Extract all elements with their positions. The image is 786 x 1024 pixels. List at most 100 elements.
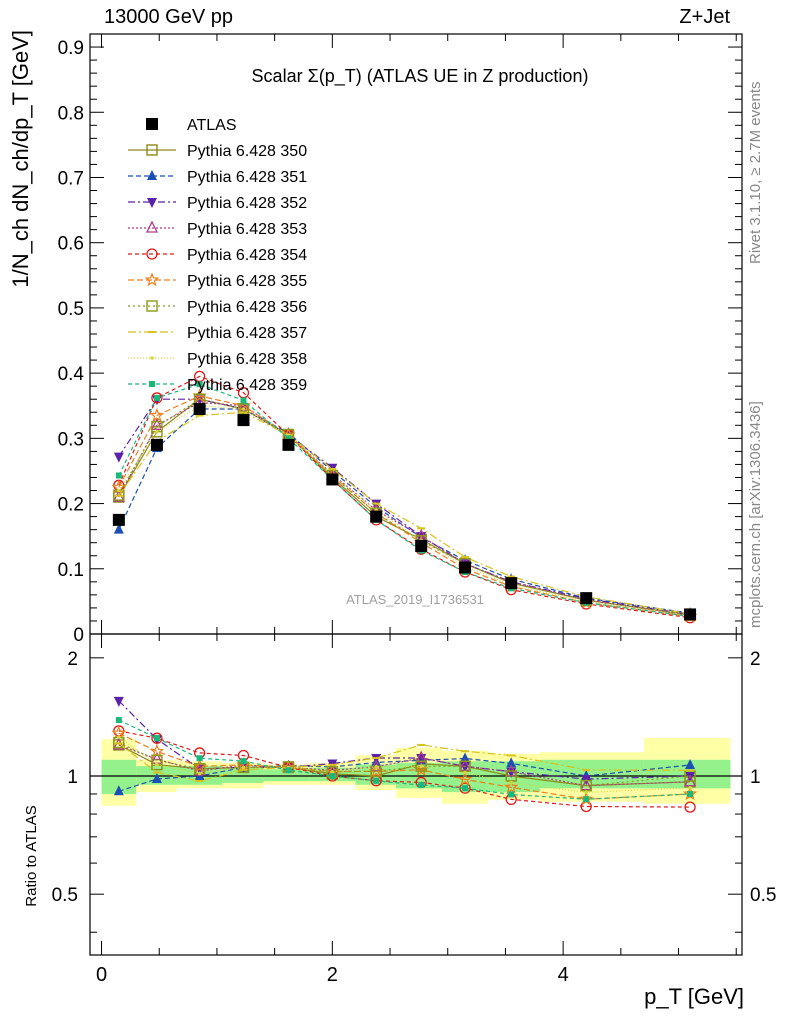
data-point	[114, 494, 123, 497]
data-point	[145, 220, 159, 233]
legend-label: Pythia 6.428 353	[187, 221, 307, 238]
ratio-series-359	[115, 717, 694, 803]
ratio-panel: 0 2 4 0.5 0.5 1 1 2 2	[52, 633, 776, 986]
data-point	[417, 743, 426, 746]
data-point	[117, 488, 121, 493]
data-point	[685, 759, 696, 770]
data-point	[462, 785, 469, 792]
data-point	[285, 767, 292, 774]
legend-label: ATLAS	[187, 117, 237, 134]
data-point	[415, 539, 428, 552]
series-line	[118, 395, 691, 617]
y-tick-label: 0.3	[58, 429, 84, 450]
data-point	[326, 473, 339, 486]
legend-entry: Pythia 6.428 351	[128, 169, 307, 186]
data-point	[147, 170, 157, 180]
legend-entry: Pythia 6.428 352	[128, 195, 307, 212]
data-point	[146, 300, 158, 312]
data-point	[417, 527, 426, 530]
legend-label: Pythia 6.428 355	[187, 273, 307, 290]
data-point	[505, 577, 518, 590]
ratio-tick-label-right: 0.5	[750, 885, 776, 906]
data-point	[151, 392, 163, 404]
data-point	[328, 763, 337, 766]
data-point	[329, 773, 336, 780]
series-352	[113, 395, 696, 621]
data-point	[149, 381, 155, 387]
data-point	[506, 757, 517, 768]
ratio-line	[118, 741, 691, 787]
data-point	[457, 771, 473, 786]
legend-label: Pythia 6.428 358	[187, 351, 307, 368]
main-panel: 0 0.1 0.2 0.3 0.4 0.5 0.6 0.7 0.8 0.9	[58, 33, 743, 646]
x-axis-label: p_T [GeV]	[644, 984, 744, 1009]
data-point	[115, 472, 122, 479]
data-point	[152, 771, 161, 774]
chart-title: Scalar Σ(p_T) (ATLAS UE in Z production)	[252, 66, 589, 87]
ratio-frame	[89, 633, 743, 956]
data-point	[285, 435, 292, 442]
legend-entry: Pythia 6.428 358	[128, 351, 307, 368]
data-point	[150, 438, 163, 451]
ratio-line	[118, 719, 691, 800]
data-point	[458, 758, 472, 771]
series-line	[118, 411, 691, 615]
y-tick-label: 0.8	[58, 103, 84, 124]
series-line	[118, 398, 691, 615]
data-point	[153, 735, 160, 742]
ratio-y-axis-label: Ratio to ATLAS	[23, 805, 40, 906]
legend-label: Pythia 6.428 350	[187, 143, 307, 160]
band-inner	[222, 767, 264, 783]
legend: ATLAS Pythia 6.428 350 Pythia 6.428 351 Pyt…	[128, 117, 307, 394]
ratio-line	[118, 757, 691, 792]
legend-entry: ATLAS	[146, 117, 237, 134]
y-tick-label: 0.2	[58, 495, 84, 516]
data-point	[372, 502, 381, 505]
data-point	[415, 750, 428, 763]
data-point	[330, 769, 335, 774]
series-line	[118, 405, 691, 617]
band-inner	[263, 769, 310, 782]
y-tick-label: 0	[73, 625, 84, 646]
data-point	[508, 791, 515, 798]
data-point	[687, 790, 694, 797]
data-point	[328, 468, 337, 470]
data-point	[155, 430, 159, 434]
data-point	[197, 771, 202, 776]
data-point	[149, 407, 165, 422]
data-point	[374, 764, 378, 769]
data-point	[195, 780, 204, 783]
data-point	[113, 452, 124, 463]
series-355	[111, 388, 698, 623]
data-point	[583, 796, 590, 803]
data-point	[580, 778, 593, 791]
reference-points	[112, 403, 697, 621]
legend-entry: Pythia 6.428 356	[128, 299, 307, 316]
data-point	[684, 608, 697, 621]
data-point	[153, 394, 160, 401]
legend-entry: Pythia 6.428 354	[128, 247, 307, 264]
y-tick-label: 0.9	[58, 38, 84, 59]
data-point	[239, 411, 248, 414]
data-point	[147, 198, 157, 208]
data-point	[117, 735, 121, 739]
data-point	[151, 772, 162, 783]
y-tick-label: 0.1	[58, 560, 84, 581]
data-point	[372, 757, 381, 760]
data-point	[146, 248, 158, 260]
legend-entry: Pythia 6.428 359	[128, 377, 307, 394]
data-point	[503, 779, 519, 794]
data-point	[688, 785, 692, 790]
data-point	[584, 790, 589, 795]
data-point	[239, 768, 248, 771]
data-point	[151, 732, 163, 744]
data-point	[684, 801, 696, 813]
y-tick-label: 0.4	[58, 364, 85, 385]
data-point	[196, 755, 203, 762]
series-356	[113, 393, 696, 621]
data-point	[240, 397, 247, 404]
legend-label: Pythia 6.428 356	[187, 299, 307, 316]
data-point	[155, 762, 159, 767]
y-tick-label: 0.6	[58, 234, 84, 255]
data-point	[373, 777, 380, 784]
